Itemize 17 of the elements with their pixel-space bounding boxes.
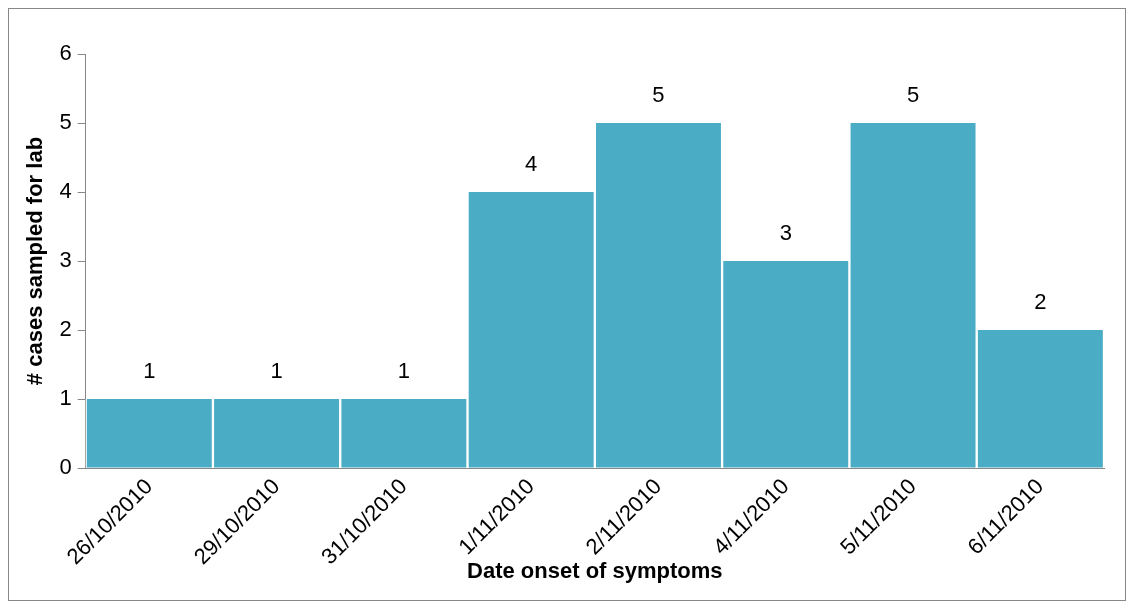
data-label: 4	[525, 151, 538, 177]
y-tick-label: 1	[59, 385, 72, 411]
y-axis-title: # cases sampled for lab	[22, 136, 48, 386]
y-tick-label: 5	[59, 109, 72, 135]
data-label: 1	[270, 358, 283, 384]
y-tick-label: 4	[59, 178, 72, 204]
y-tick-label: 6	[59, 40, 72, 66]
data-label: 1	[143, 358, 156, 384]
data-label: 5	[906, 82, 920, 108]
y-tick-label: 3	[59, 247, 72, 273]
x-axis-title: Date onset of symptoms	[467, 557, 723, 583]
data-label: 3	[779, 220, 792, 246]
data-label: 5	[652, 82, 665, 108]
data-label: 1	[397, 358, 410, 384]
y-tick-label: 0	[59, 454, 72, 480]
y-tick-label: 2	[59, 316, 72, 342]
data-label: 2	[1034, 289, 1047, 315]
